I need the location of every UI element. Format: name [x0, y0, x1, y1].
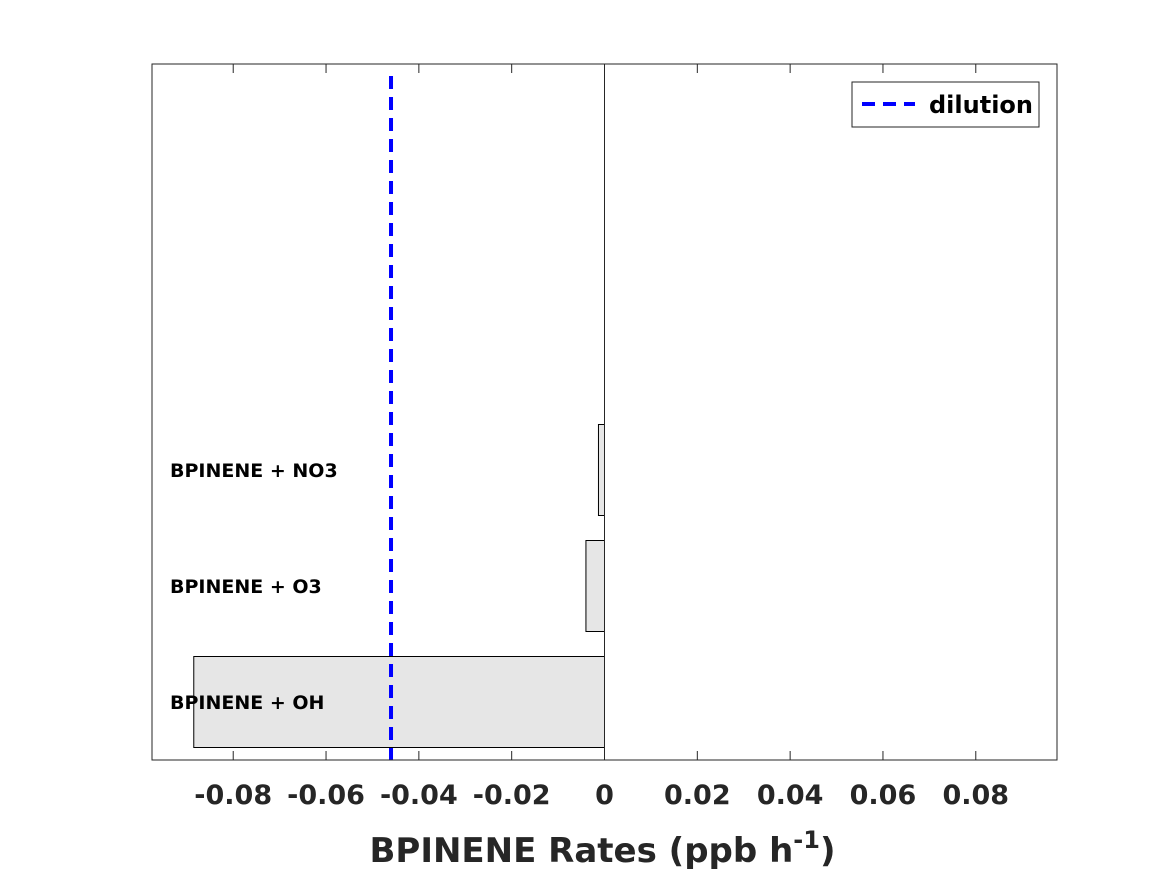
x-tick-label: 0.08 — [942, 780, 1009, 811]
bar-label-bpinene-no3: BPINENE + NO3 — [170, 460, 338, 482]
x-tick-label: 0.02 — [664, 780, 731, 811]
x-tick-label: -0.02 — [473, 780, 551, 811]
x-tick-label: 0.06 — [850, 780, 917, 811]
bar-bpinene-o3 — [585, 540, 606, 632]
x-tick-label: 0.04 — [757, 780, 824, 811]
bar-label-bpinene-oh: BPINENE + OH — [170, 692, 324, 714]
x-tick-label: -0.04 — [380, 780, 458, 811]
x-tick-label: 0 — [595, 780, 614, 811]
x-tick-labels-layer: -0.08 -0.06 -0.04 -0.02 0 0.02 0.04 0.06 0.08 — [194, 780, 1009, 811]
x-tick-label: -0.06 — [287, 780, 365, 811]
legend-box — [851, 81, 1040, 128]
x-axis-title: BPINENE Rates (ppb h-1) — [369, 826, 835, 871]
x-axis-title-main: BPINENE Rates (ppb h — [369, 831, 793, 871]
bars-layer — [193, 424, 606, 748]
x-axis-title-close: ) — [820, 831, 836, 871]
bar-bpinene-oh — [193, 656, 605, 748]
x-tick-label: -0.08 — [194, 780, 272, 811]
x-ticks-layer — [232, 64, 977, 760]
x-axis-title-superscript: -1 — [793, 826, 820, 854]
legend: dilution — [851, 81, 1040, 128]
legend-entry-dilution: dilution — [929, 91, 1033, 119]
bar-labels-layer: BPINENE + OH BPINENE + O3 BPINENE + NO3 — [170, 460, 338, 714]
bar-bpinene-no3 — [597, 424, 606, 516]
bar-label-bpinene-o3: BPINENE + O3 — [170, 576, 322, 598]
